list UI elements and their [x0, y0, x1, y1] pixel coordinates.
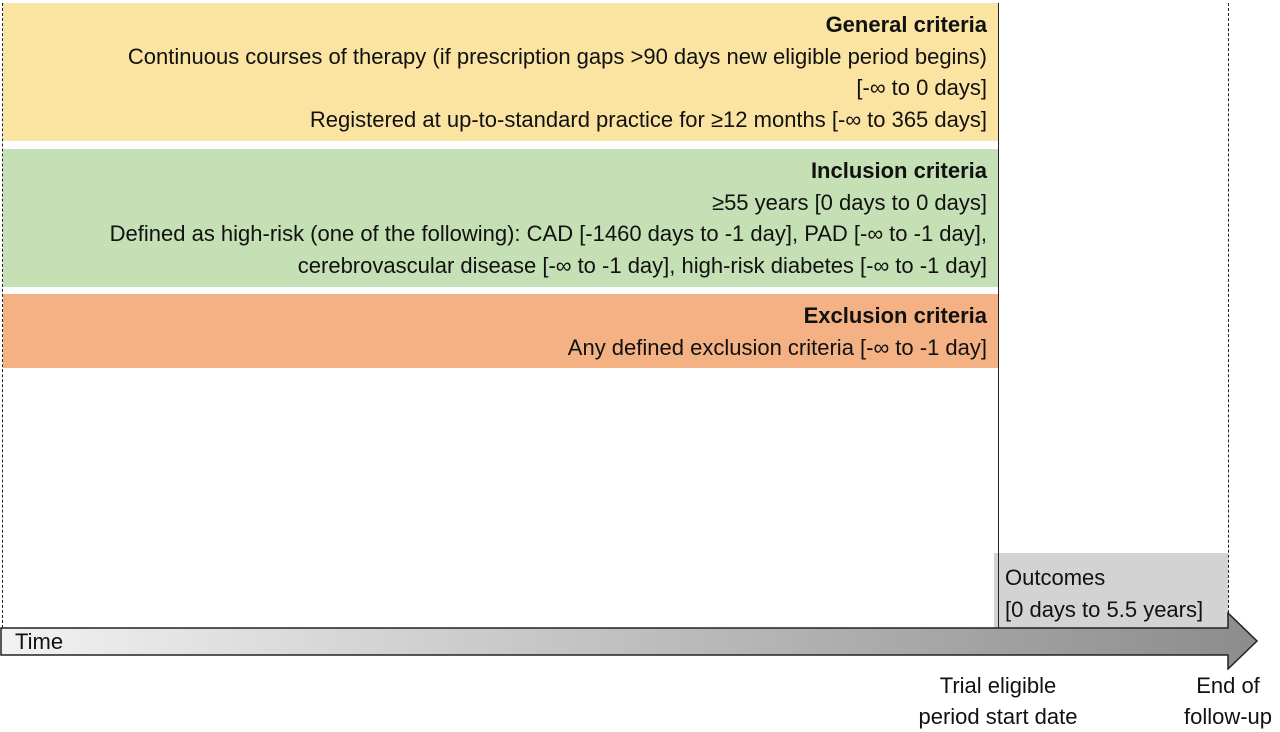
- trial-label-line-1: Trial eligible: [939, 673, 1057, 698]
- general-criteria-heading: General criteria: [825, 12, 987, 37]
- outcomes-label: Outcomes: [1005, 565, 1106, 590]
- time-arrow: [0, 612, 1259, 670]
- general-criteria-line-2: [-∞ to 0 days]: [856, 75, 987, 100]
- inclusion-criteria-heading: Inclusion criteria: [810, 158, 987, 183]
- end-label-line-2: follow-up: [1183, 704, 1273, 729]
- exclusion-criteria-heading: Exclusion criteria: [803, 303, 987, 328]
- end-label-line-1: End of: [1196, 673, 1260, 698]
- general-criteria-block: General criteria Continuous courses of t…: [3, 3, 998, 141]
- trial-eligible-start-line: [998, 3, 999, 628]
- end-of-follow-up-dashed-line: [1228, 3, 1229, 628]
- exclusion-criteria-line-1: Any defined exclusion criteria [-∞ to -1…: [567, 334, 987, 360]
- outcomes-window: [0 days to 5.5 years]: [1005, 596, 1204, 622]
- general-criteria-line-3: Registered at up-to-standard practice fo…: [309, 106, 987, 132]
- time-axis-label: Time: [15, 629, 64, 654]
- inclusion-criteria-line-3: cerebrovascular disease [-∞ to -1 day], …: [297, 252, 987, 278]
- start-dashed-line: [2, 3, 3, 628]
- inclusion-criteria-line-2: Defined as high-risk (one of the followi…: [109, 221, 987, 246]
- time-arrow-shape: [0, 612, 1259, 670]
- inclusion-criteria-line-1: ≥55 years [0 days to 0 days]: [712, 189, 987, 215]
- trial-eligible-period-start-label: Trial eligible period start date: [900, 670, 1096, 732]
- exclusion-criteria-block: Exclusion criteria Any defined exclusion…: [3, 294, 998, 368]
- outcomes-box: Outcomes [0 days to 5.5 years]: [994, 553, 1228, 628]
- inclusion-criteria-block: Inclusion criteria ≥55 years [0 days to …: [3, 149, 998, 287]
- trial-label-line-2: period start date: [918, 704, 1078, 729]
- general-criteria-line-1: Continuous courses of therapy (if prescr…: [127, 43, 987, 69]
- end-of-follow-up-label: End of follow-up: [1160, 670, 1280, 732]
